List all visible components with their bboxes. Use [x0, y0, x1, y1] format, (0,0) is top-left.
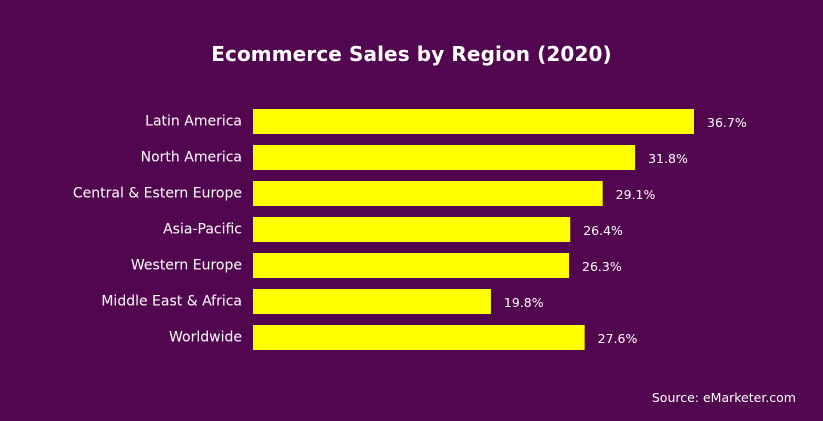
category-label: Latin America — [145, 114, 242, 130]
value-label: 26.4% — [583, 223, 623, 238]
value-label: 19.8% — [504, 295, 544, 310]
source-note: Source: eMarketer.com — [651, 390, 796, 405]
bar — [253, 253, 570, 278]
bar — [253, 289, 491, 314]
value-label: 36.7% — [707, 115, 747, 130]
bar-row: Latin America 36.7% — [145, 109, 747, 134]
value-label: 26.3% — [582, 259, 622, 274]
bar-row: Middle East & Africa 19.8% — [101, 289, 544, 314]
category-label: Central & Estern Europe — [73, 186, 242, 202]
chart-title: Ecommerce Sales by Region (2020) — [211, 42, 612, 66]
bar — [253, 325, 585, 350]
value-label: 31.8% — [648, 151, 688, 166]
bar-row: Asia-Pacific 26.4% — [163, 217, 623, 242]
category-label: Western Europe — [131, 258, 242, 274]
value-label: 27.6% — [598, 331, 638, 346]
category-label: Asia-Pacific — [163, 222, 242, 238]
value-label: 29.1% — [616, 187, 656, 202]
bar — [253, 109, 694, 134]
bar-row: Central & Estern Europe 29.1% — [73, 181, 656, 206]
category-label: Middle East & Africa — [101, 294, 242, 310]
bar-row: Worldwide 27.6% — [169, 325, 637, 350]
bar — [253, 217, 571, 242]
bar — [253, 181, 603, 206]
category-label: North America — [141, 150, 242, 166]
bar — [253, 145, 636, 170]
category-label: Worldwide — [169, 330, 242, 346]
bar-row: Western Europe 26.3% — [131, 253, 622, 278]
bar-row: North America 31.8% — [141, 145, 688, 170]
